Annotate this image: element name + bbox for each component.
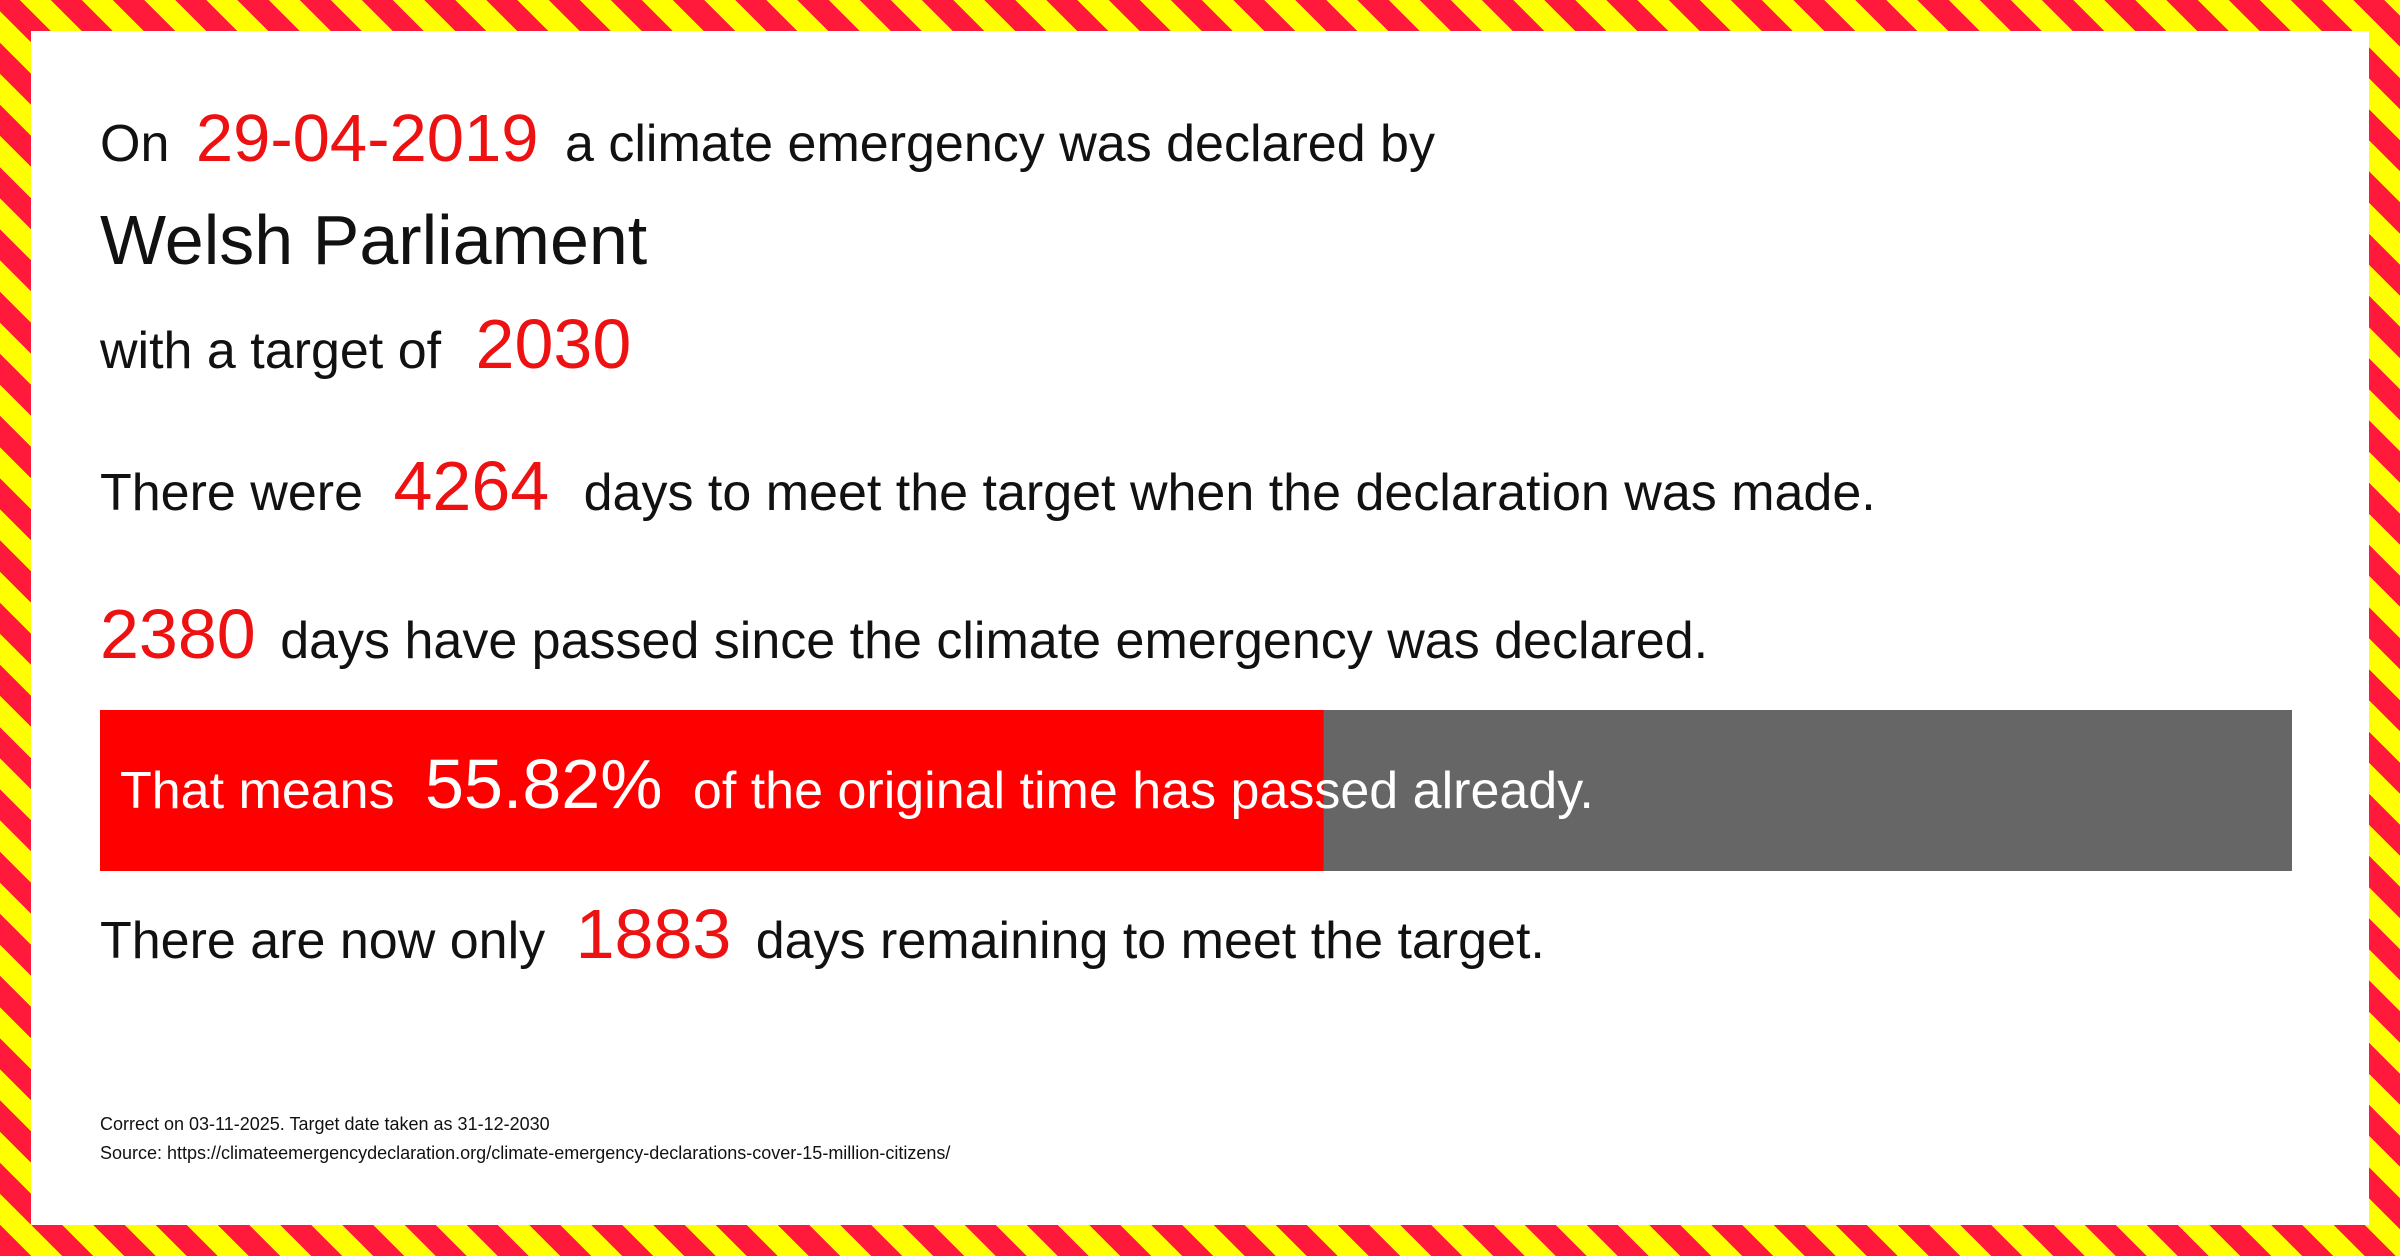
date: 29-04-2019 bbox=[196, 101, 539, 176]
days-remaining: 1883 bbox=[576, 895, 732, 973]
text: days remaining to meet the target. bbox=[756, 912, 1545, 970]
text: days to meet the target when the declara… bbox=[584, 464, 1876, 522]
text: On bbox=[100, 115, 169, 173]
footer-source: Source: https://climateemergencydeclarat… bbox=[100, 1143, 950, 1163]
text: There were bbox=[100, 464, 363, 522]
text: of the original time has passed already. bbox=[693, 762, 1594, 820]
days-total-line: There were 4264 days to meet the target … bbox=[100, 447, 1876, 525]
days-total: 4264 bbox=[393, 447, 549, 525]
text: days have passed since the climate emerg… bbox=[280, 612, 1708, 670]
text: with a target of bbox=[99, 322, 442, 380]
progress-line: That means 55.82% of the original time h… bbox=[120, 745, 1594, 823]
target-year: 2030 bbox=[476, 305, 632, 383]
declarer: Welsh Parliament bbox=[100, 201, 647, 279]
target-line: with a target of 2030 bbox=[99, 305, 631, 383]
footer-note: Correct on 03-11-2025. Target date taken… bbox=[100, 1114, 550, 1134]
declaration-line: On 29-04-2019 a climate emergency was de… bbox=[100, 101, 1435, 176]
text: a climate emergency was declared by bbox=[565, 115, 1435, 173]
panel bbox=[31, 31, 2369, 1225]
text: That means bbox=[120, 762, 395, 820]
percent: 55.82% bbox=[425, 745, 662, 823]
progress-bar bbox=[100, 710, 1324, 871]
days-passed-line: 2380 days have passed since the climate … bbox=[100, 595, 1708, 673]
text: There are now only bbox=[100, 912, 545, 970]
remaining-line: There are now only 1883 days remaining t… bbox=[100, 895, 1545, 973]
days-passed: 2380 bbox=[100, 595, 256, 673]
